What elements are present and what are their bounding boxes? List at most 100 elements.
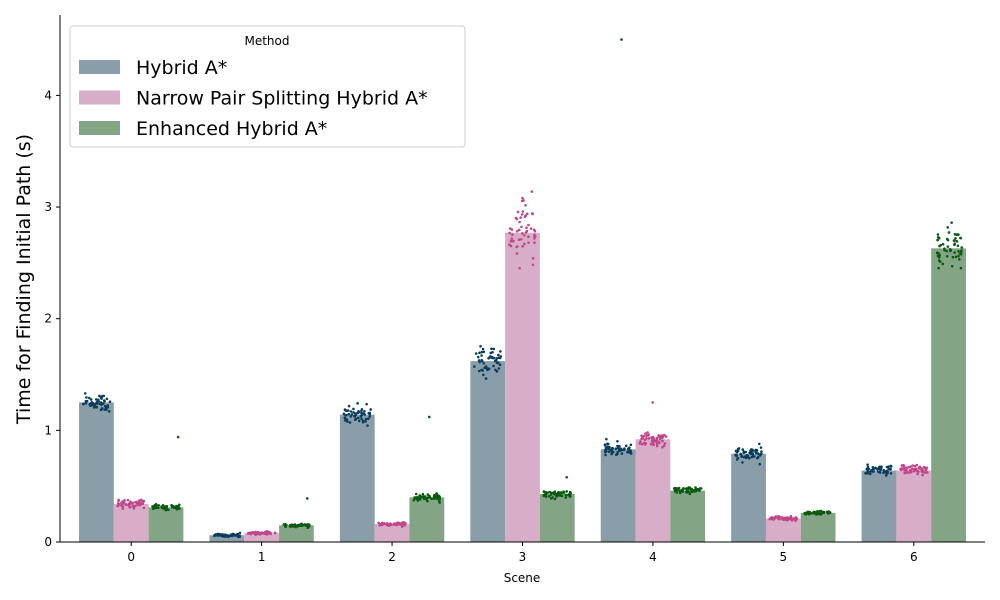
data-point [941, 262, 945, 266]
x-tick-label: 6 [910, 550, 918, 564]
data-point [553, 497, 557, 501]
data-point [654, 439, 658, 442]
data-point [300, 523, 304, 527]
axes-layer: 0 1 2 3 4 0 1 2 3 4 5 6 [44, 15, 985, 564]
data-point [957, 254, 960, 258]
data-point [268, 531, 271, 535]
data-point [296, 523, 300, 527]
jitter-points-layer [81, 38, 964, 539]
legend-label: Enhanced Hybrid A* [136, 118, 327, 140]
data-point [486, 367, 489, 370]
data-point [482, 373, 485, 377]
outlier-point [176, 435, 180, 439]
data-point [950, 264, 954, 268]
data-point [945, 249, 948, 253]
data-point [553, 490, 557, 493]
data-point [628, 446, 631, 449]
legend-swatch [79, 90, 120, 105]
data-point [687, 487, 690, 491]
data-point [551, 491, 555, 495]
data-point [543, 491, 547, 494]
bar [931, 248, 966, 542]
data-point [176, 506, 180, 510]
data-point [756, 456, 759, 460]
data-point [911, 464, 914, 467]
data-point [745, 454, 749, 457]
data-point [430, 497, 433, 501]
data-point [225, 534, 229, 538]
data-point [438, 501, 441, 504]
data-point [518, 266, 521, 270]
data-point [139, 498, 143, 502]
data-point [414, 492, 418, 496]
bar [600, 449, 636, 542]
data-point [902, 463, 905, 467]
data-point [958, 257, 961, 261]
data-point [866, 471, 870, 474]
data-point [99, 402, 103, 406]
data-point [515, 229, 519, 233]
data-point [741, 448, 745, 451]
data-point [349, 410, 353, 413]
data-point [525, 226, 528, 229]
data-point [487, 356, 490, 360]
data-point [343, 416, 347, 420]
data-point [415, 496, 419, 499]
data-point [383, 522, 387, 526]
data-point [230, 534, 233, 537]
legend-frame [69, 25, 466, 148]
data-point [605, 437, 608, 441]
data-point [866, 469, 869, 472]
data-point [661, 435, 665, 438]
data-point [81, 402, 85, 406]
data-point [378, 523, 382, 527]
data-point [646, 431, 649, 434]
data-point [657, 440, 660, 444]
data-point [128, 506, 132, 509]
data-point [138, 501, 142, 504]
data-point [426, 499, 429, 503]
data-point [737, 447, 741, 450]
data-point [516, 210, 520, 214]
data-point [886, 470, 889, 474]
data-point [524, 231, 528, 234]
data-point [953, 232, 957, 236]
outlier-point [565, 475, 569, 479]
data-point [103, 408, 106, 411]
data-point [643, 434, 646, 438]
data-point [352, 411, 355, 414]
y-axis-title: Time for Finding Initial Path (s) [13, 134, 35, 425]
data-point [426, 496, 429, 500]
data-point [85, 399, 89, 403]
data-point [478, 351, 481, 355]
data-point [103, 399, 106, 403]
data-point [607, 450, 611, 453]
data-point [523, 215, 527, 219]
data-point [945, 254, 949, 258]
data-point [347, 404, 351, 408]
data-point [345, 418, 348, 421]
data-point [915, 463, 919, 467]
data-point [735, 451, 739, 454]
data-point [554, 493, 558, 497]
data-point [943, 247, 946, 250]
data-point [913, 464, 917, 468]
data-point [649, 442, 653, 446]
data-point [882, 468, 886, 472]
data-point [938, 244, 941, 248]
data-point [560, 494, 564, 498]
data-point [221, 533, 225, 537]
bar [209, 535, 245, 542]
data-point [776, 516, 779, 520]
data-point [346, 409, 350, 412]
data-point [265, 530, 269, 533]
data-point [348, 421, 352, 424]
outlier-point [620, 38, 623, 41]
data-point [399, 522, 403, 526]
data-point [105, 397, 109, 401]
data-point [289, 524, 292, 527]
data-point [936, 254, 940, 258]
data-point [307, 523, 311, 526]
data-point [366, 424, 369, 427]
